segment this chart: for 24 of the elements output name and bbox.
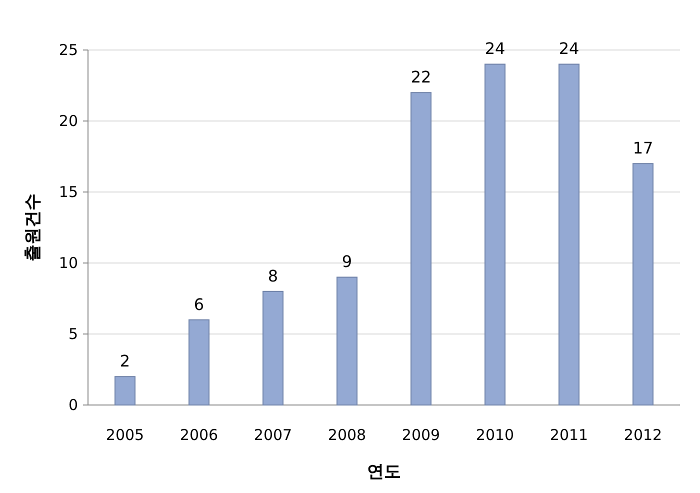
x-tick-label: 2007 <box>254 426 292 444</box>
x-tick-label: 2006 <box>180 426 218 444</box>
data-label: 17 <box>632 138 654 158</box>
x-tick-label: 2009 <box>402 426 440 444</box>
y-tick-label: 10 <box>58 254 78 272</box>
x-tick-label: 2008 <box>328 426 366 444</box>
y-tick-label: 0 <box>68 396 78 414</box>
data-label: 24 <box>484 39 506 58</box>
x-axis-title: 연도 <box>367 462 401 482</box>
y-tick-label: 5 <box>68 325 78 343</box>
data-label: 8 <box>268 266 278 286</box>
data-label: 22 <box>410 68 432 87</box>
data-label: 9 <box>342 252 352 272</box>
data-label: 6 <box>194 294 204 314</box>
data-label: 24 <box>558 39 580 58</box>
y-tick-label: 15 <box>58 183 78 201</box>
x-tick-label: 2012 <box>624 426 662 444</box>
data-label: 2 <box>120 352 130 371</box>
y-tick-label: 20 <box>58 112 78 130</box>
y-tick-label: 25 <box>58 41 78 59</box>
y-axis-title: 출원건수 <box>23 194 43 262</box>
x-tick-label: 2005 <box>106 426 144 444</box>
x-tick-label: 2011 <box>550 426 588 444</box>
x-tick-label: 2010 <box>476 426 514 444</box>
